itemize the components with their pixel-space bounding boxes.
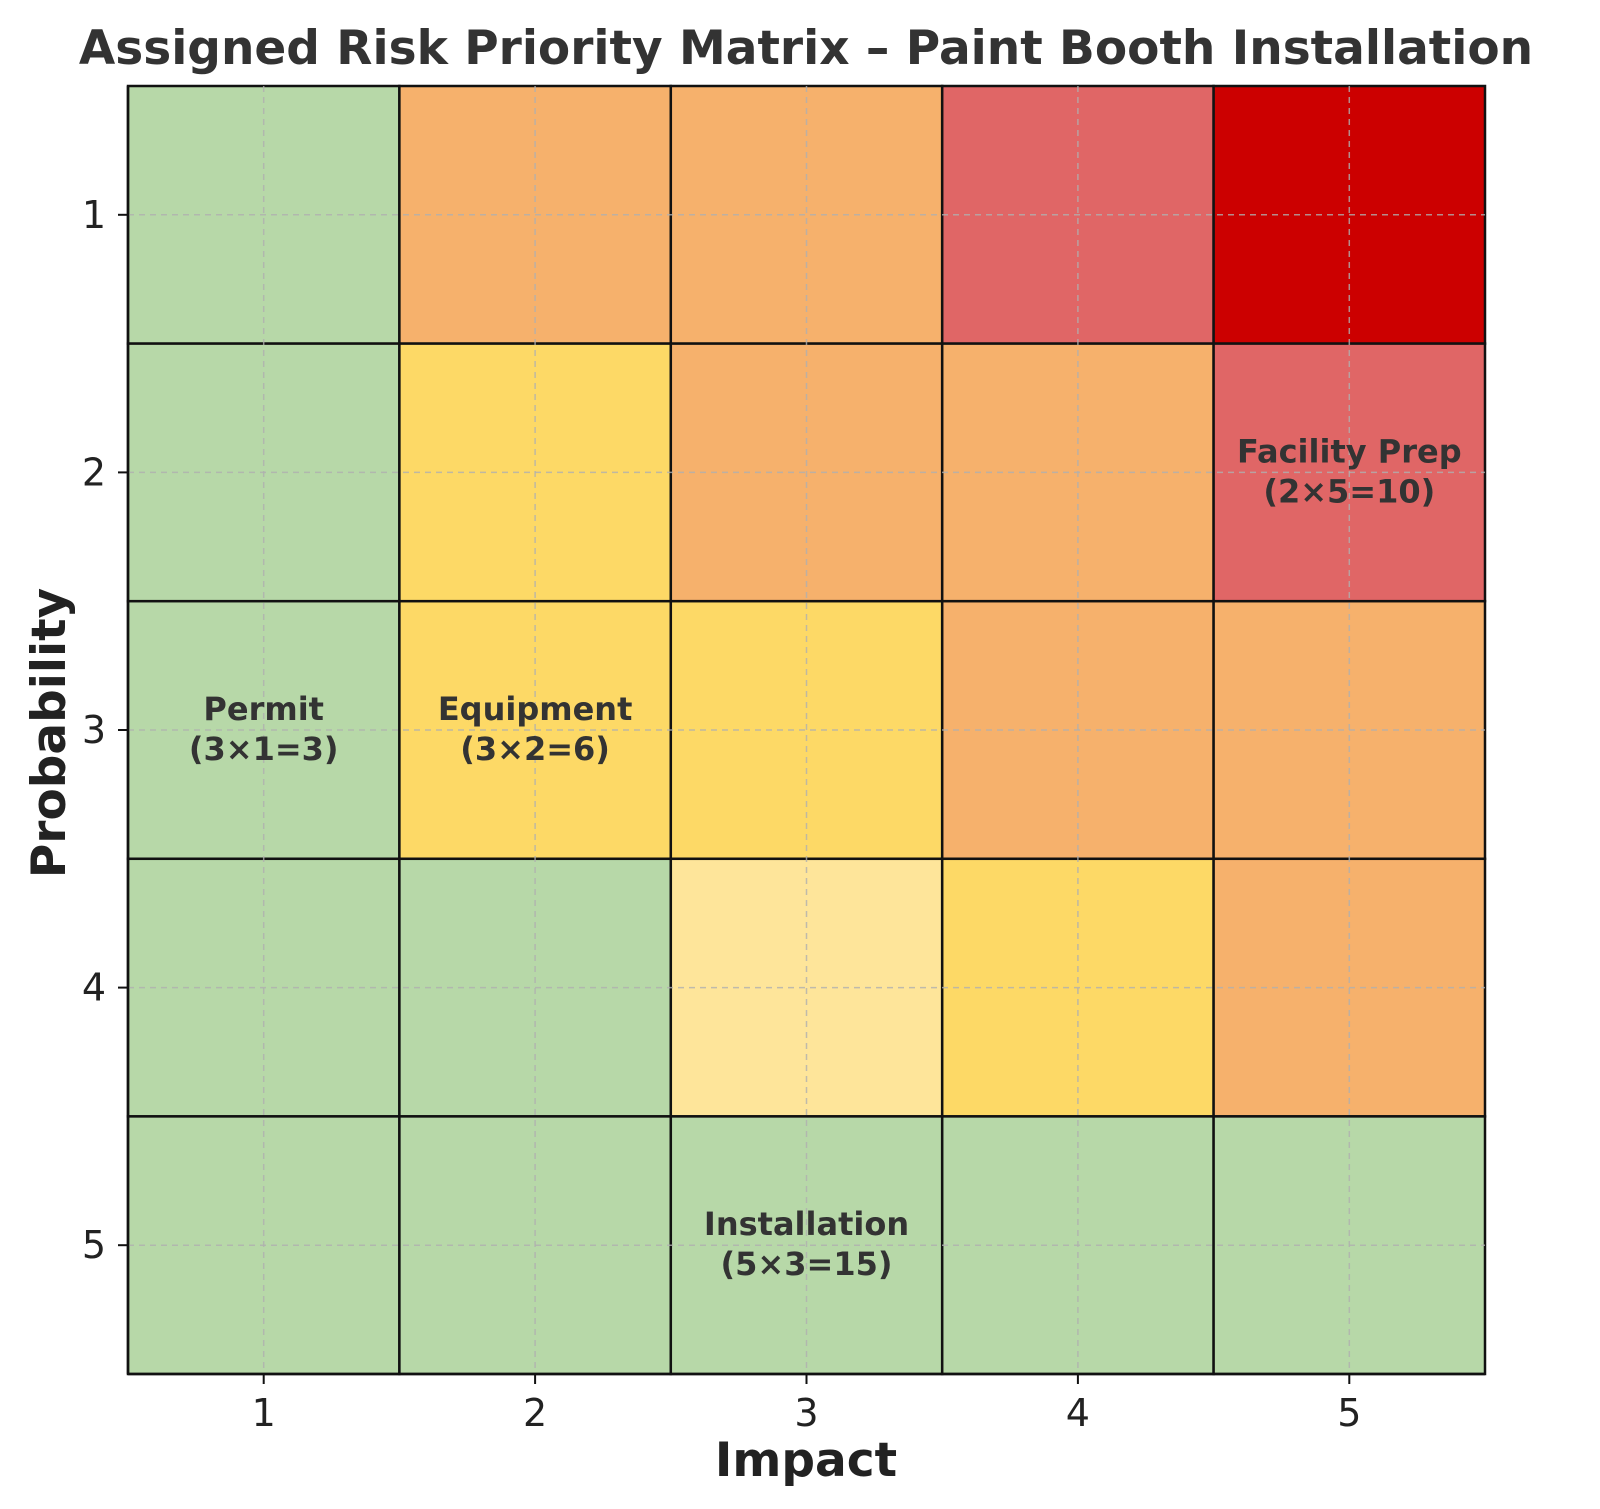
gridlines: [128, 86, 1485, 1374]
annotation-name: Equipment: [438, 690, 633, 728]
y-tick-label: 3: [82, 708, 106, 752]
y-tick-label: 4: [82, 966, 106, 1010]
chart-title: Assigned Risk Priority Matrix – Paint Bo…: [79, 21, 1533, 76]
y-tick-labels: 1 2 3 4 5: [82, 193, 128, 1267]
annotation-formula: (3×2=6): [460, 730, 610, 768]
annotation-formula: (5×3=15): [721, 1245, 893, 1283]
y-axis-label: Probability: [22, 588, 77, 878]
x-tick-label: 3: [794, 1391, 818, 1435]
y-tick-label: 2: [82, 450, 106, 494]
x-tick-labels: 1 2 3 4 5: [252, 1374, 1361, 1435]
x-tick-label: 2: [523, 1391, 547, 1435]
x-tick-label: 1: [252, 1391, 276, 1435]
annotation-formula: (2×5=10): [1263, 472, 1435, 510]
annotation-formula: (3×1=3): [189, 730, 339, 768]
annotation-name: Facility Prep: [1237, 432, 1462, 470]
y-tick-label: 1: [82, 193, 106, 237]
annotation-name: Permit: [203, 690, 324, 728]
annotation-name: Installation: [704, 1205, 909, 1243]
annotations: Permit(3×1=3) Equipment(3×2=6) Facility Pr…: [189, 432, 1462, 1283]
y-tick-label: 5: [82, 1223, 106, 1267]
x-axis-label: Impact: [715, 1433, 897, 1488]
x-tick-label: 5: [1337, 1391, 1361, 1435]
x-tick-label: 4: [1066, 1391, 1090, 1435]
